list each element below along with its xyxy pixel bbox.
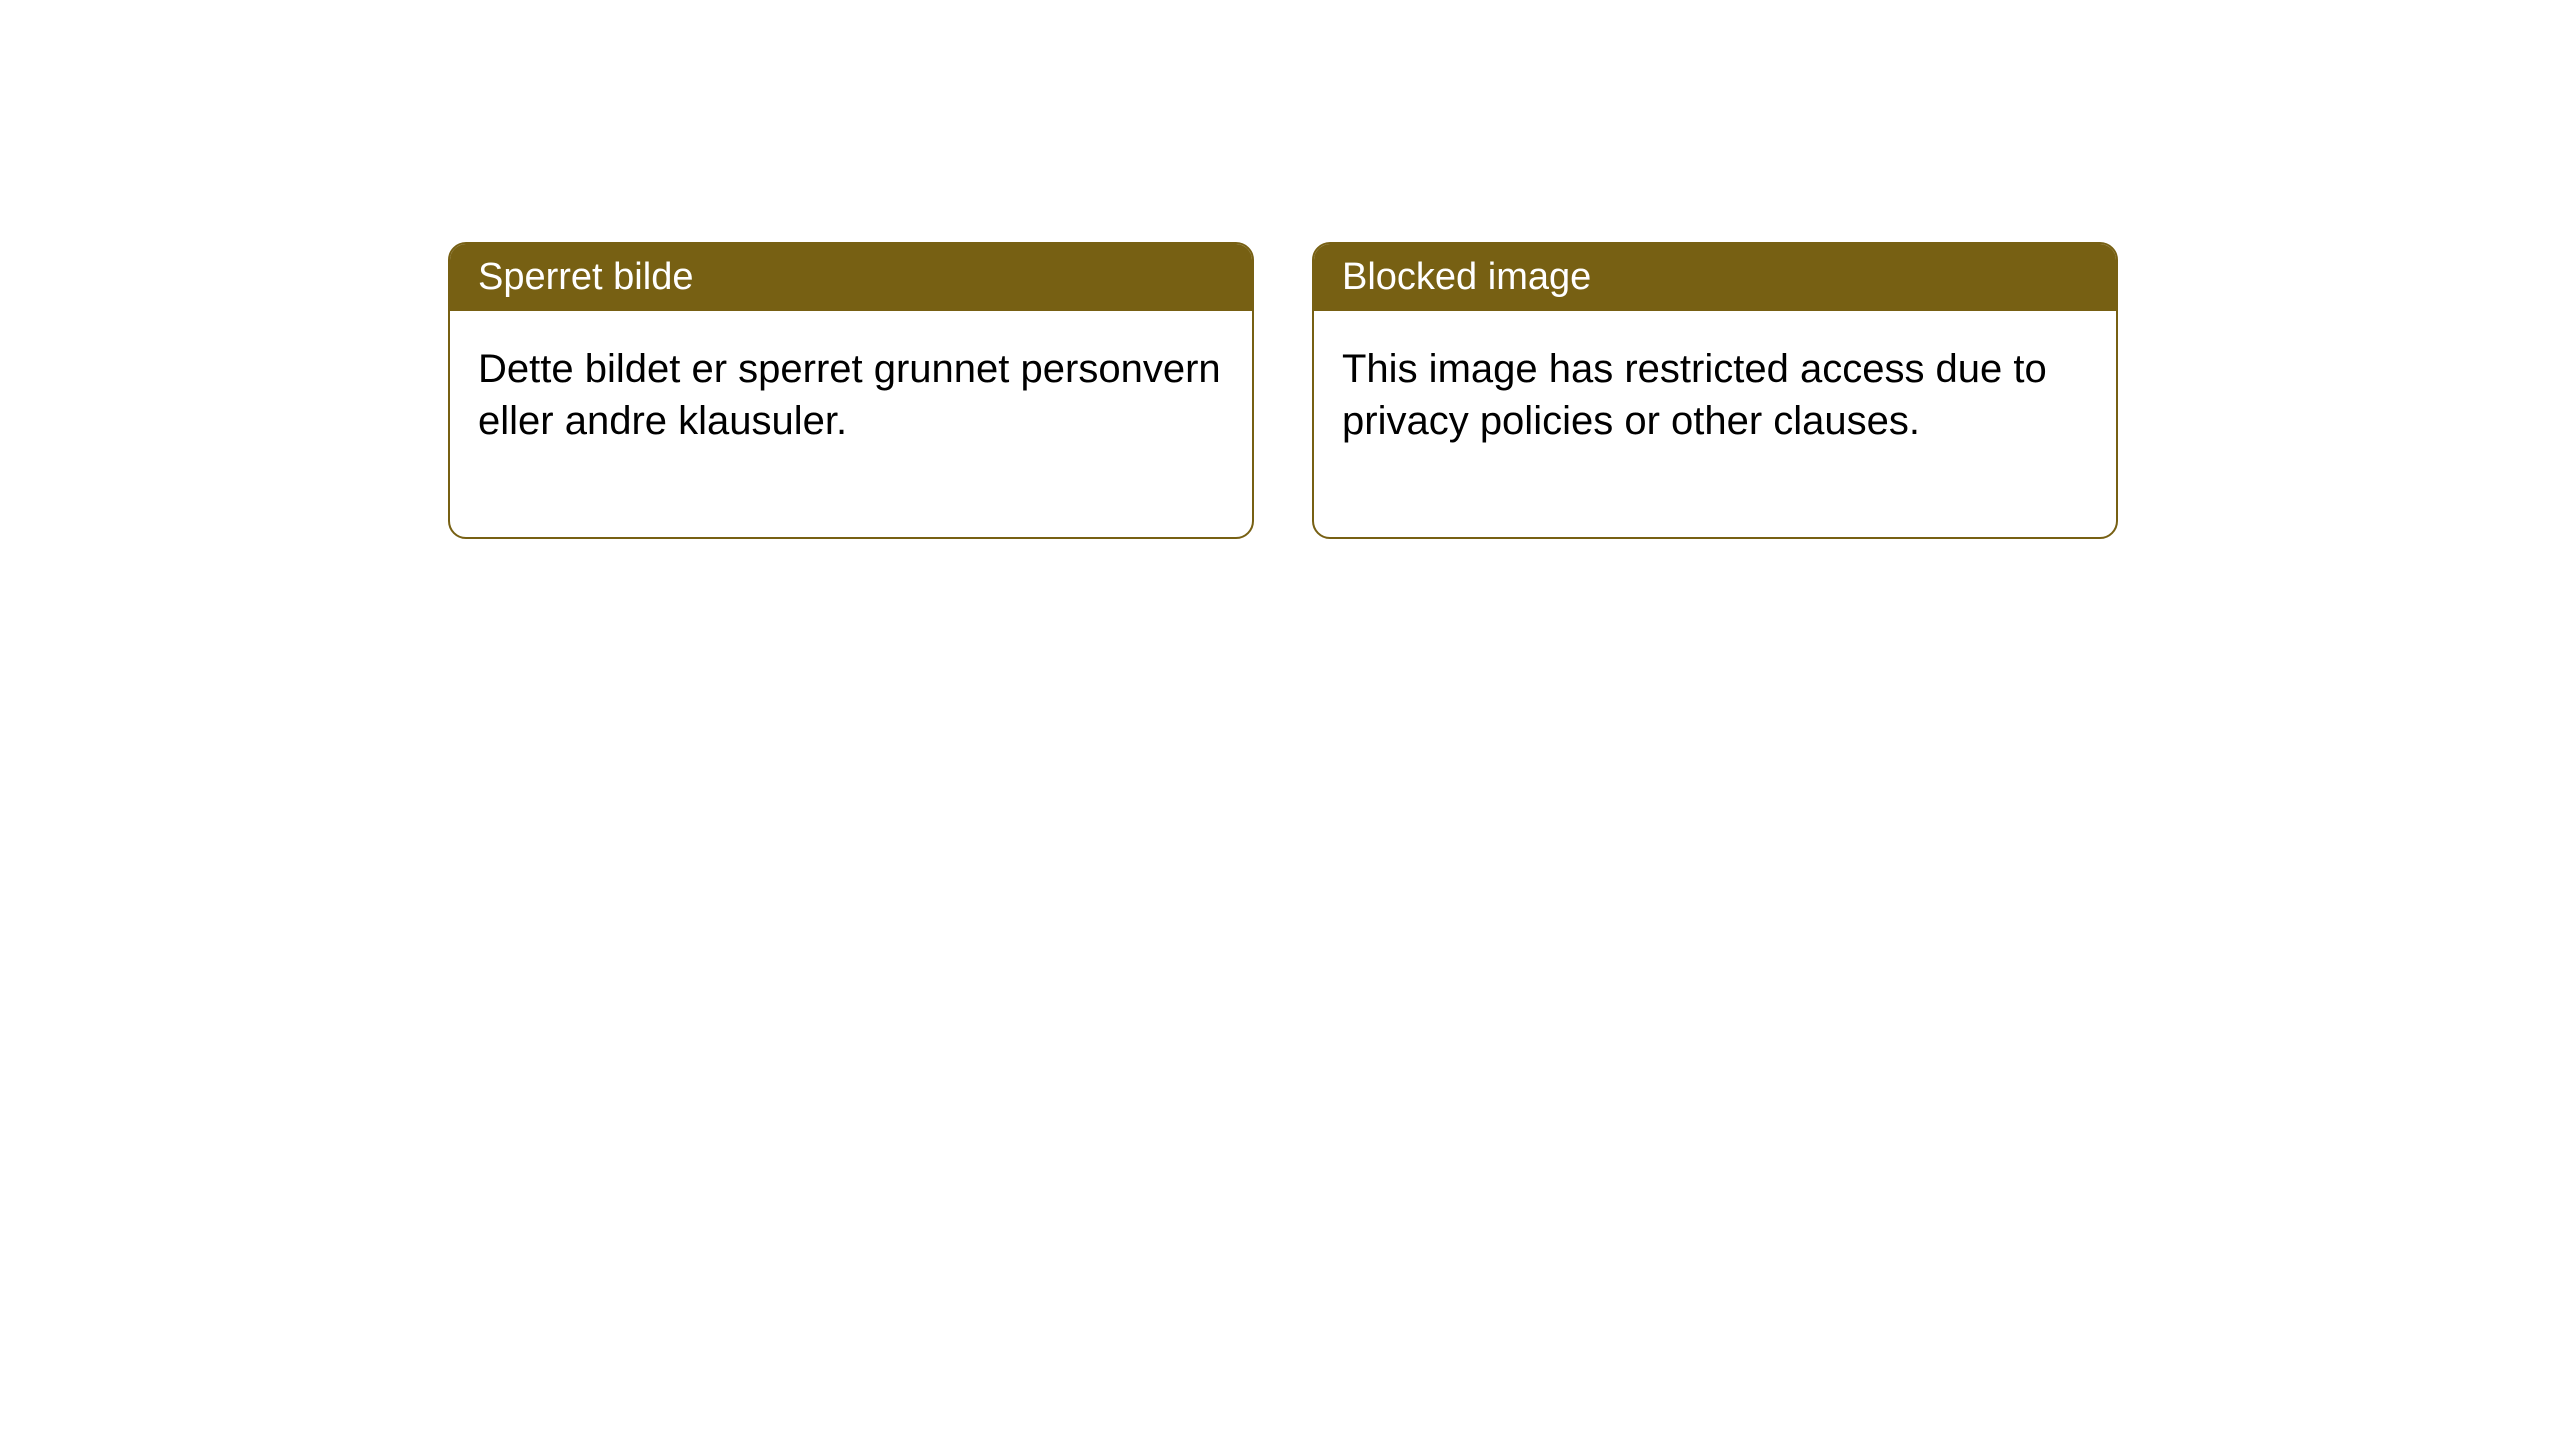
notice-header: Sperret bilde: [450, 244, 1252, 311]
notice-box-english: Blocked image This image has restricted …: [1312, 242, 2118, 539]
notice-box-norwegian: Sperret bilde Dette bildet er sperret gr…: [448, 242, 1254, 539]
notice-body: Dette bildet er sperret grunnet personve…: [450, 311, 1252, 537]
notice-header: Blocked image: [1314, 244, 2116, 311]
notice-body: This image has restricted access due to …: [1314, 311, 2116, 537]
notices-container: Sperret bilde Dette bildet er sperret gr…: [0, 0, 2560, 539]
